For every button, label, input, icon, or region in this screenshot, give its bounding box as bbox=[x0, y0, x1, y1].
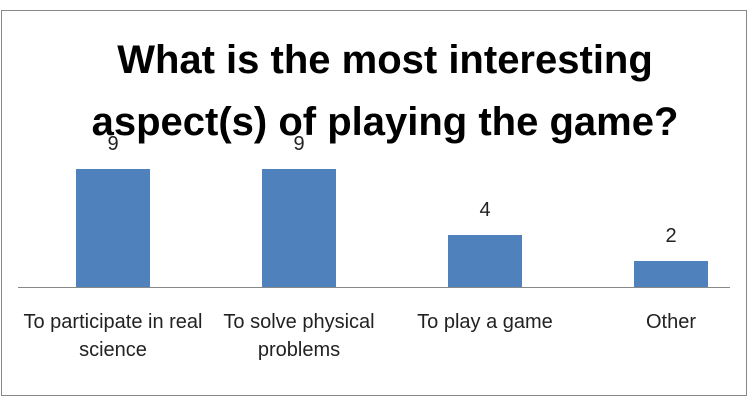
value-label: 4 bbox=[479, 198, 491, 221]
chart-frame bbox=[1, 10, 747, 396]
x-tick-label: To participate in real science bbox=[23, 311, 203, 361]
bar bbox=[76, 169, 150, 287]
x-tick-label: Other bbox=[645, 311, 697, 333]
bar bbox=[262, 169, 336, 287]
value-label: 9 bbox=[107, 133, 119, 155]
bar bbox=[634, 260, 708, 287]
axis-line bbox=[18, 287, 730, 288]
bar bbox=[448, 234, 522, 287]
x-tick-label: To solve physical problems bbox=[223, 311, 375, 361]
chart-title: What is the most interesting aspect(s) o… bbox=[91, 38, 679, 144]
value-label: 2 bbox=[665, 224, 677, 247]
value-label: 9 bbox=[293, 133, 305, 155]
x-tick-label: To play a game bbox=[417, 311, 553, 333]
